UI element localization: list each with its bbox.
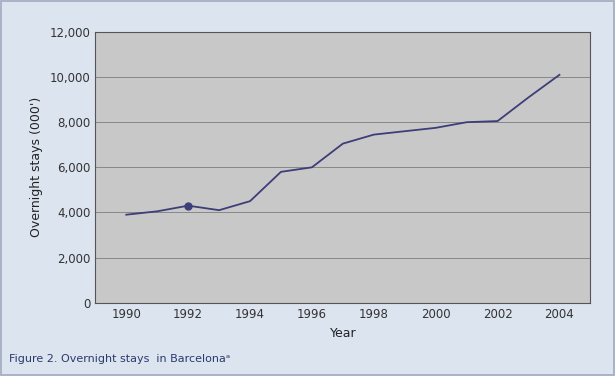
- Text: Figure 2. Overnight stays  in Barcelonaᵃ: Figure 2. Overnight stays in Barcelonaᵃ: [9, 354, 231, 364]
- X-axis label: Year: Year: [330, 327, 356, 341]
- Y-axis label: Overnight stays (000'): Overnight stays (000'): [30, 97, 42, 238]
